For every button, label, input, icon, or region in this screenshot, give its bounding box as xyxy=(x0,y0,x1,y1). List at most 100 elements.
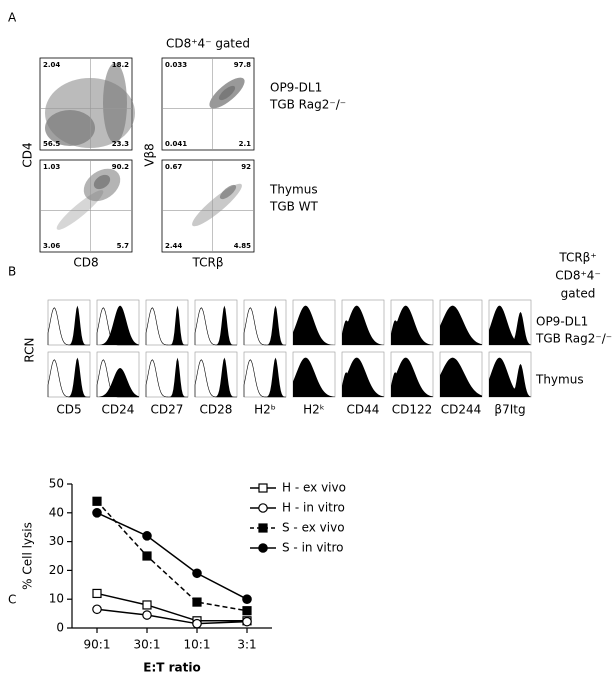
hist-frame xyxy=(194,351,238,398)
y-axis-label: % Cell lysis xyxy=(21,522,35,590)
marker-label: β7Itg xyxy=(494,403,525,417)
quadrant-value: 23.3 xyxy=(112,140,129,148)
gate-label: gated xyxy=(561,287,596,301)
row-label: Thymus xyxy=(269,183,318,197)
y-tick-label: 0 xyxy=(56,621,64,635)
quadrant-value: 2.1 xyxy=(239,140,252,148)
stained-histogram xyxy=(195,357,237,397)
legend-label: S - in vitro xyxy=(282,541,343,555)
data-point xyxy=(242,606,252,616)
data-point xyxy=(92,496,102,506)
histogram xyxy=(145,299,189,346)
panel-label: A xyxy=(8,11,17,25)
y-tick-label: 10 xyxy=(49,592,64,606)
histogram xyxy=(439,299,483,346)
y-tick-label: 20 xyxy=(49,563,64,577)
gate-label: CD8⁺4⁻ xyxy=(555,269,601,283)
quadrant-value: 97.8 xyxy=(234,61,251,69)
marker-label: CD24 xyxy=(102,403,135,417)
x-axis-label: E:T ratio xyxy=(143,661,200,675)
row-label: TGB Rag2⁻/⁻ xyxy=(535,332,612,346)
histogram xyxy=(243,351,287,398)
stained-histogram xyxy=(489,357,531,397)
data-point xyxy=(142,610,152,620)
y-tick-label: 50 xyxy=(49,477,64,491)
marker-label: H2ᵏ xyxy=(303,403,325,417)
histogram xyxy=(145,351,189,398)
row-label: OP9-DL1 xyxy=(270,81,322,95)
hist-frame xyxy=(145,299,189,346)
panel-label: C xyxy=(8,593,16,607)
marker-label: H2ᵇ xyxy=(254,403,276,417)
x-tick-label: 10:1 xyxy=(184,638,211,652)
histogram xyxy=(488,299,532,346)
cell-cloud xyxy=(103,63,127,143)
flow-plot: 0.033 97.8 0.041 2.1 xyxy=(161,57,255,151)
histogram xyxy=(390,351,434,398)
hist-frame xyxy=(47,299,91,346)
histogram xyxy=(194,299,238,346)
series-line xyxy=(96,500,248,612)
x-tick-label: 30:1 xyxy=(134,638,161,652)
quadrant-value: 2.44 xyxy=(165,242,182,250)
plot-frame xyxy=(161,159,255,253)
stained-histogram xyxy=(440,357,482,397)
histogram xyxy=(96,351,140,398)
stained-histogram xyxy=(391,357,433,397)
y-axis-label: CD4 xyxy=(21,142,35,167)
stained-histogram xyxy=(244,357,286,397)
data-point xyxy=(192,597,202,607)
x-tick-label: 3:1 xyxy=(237,638,256,652)
x-axis-label: TCRβ xyxy=(191,256,223,270)
series-line xyxy=(96,608,248,625)
quadrant-value: 0.67 xyxy=(165,163,182,171)
row-label: TGB WT xyxy=(269,200,319,214)
data-point xyxy=(92,507,102,518)
legend-label: H - ex vivo xyxy=(282,481,346,495)
quadrant-value: 18.2 xyxy=(112,61,129,69)
row-label: OP9-DL1 xyxy=(536,315,588,329)
cell-cloud xyxy=(218,85,236,101)
hist-frame xyxy=(47,351,91,398)
data-point xyxy=(242,594,252,604)
histogram xyxy=(194,351,238,398)
quadrant-value: 90.2 xyxy=(112,163,129,171)
histogram xyxy=(488,351,532,398)
stained-histogram xyxy=(48,305,90,345)
series-line xyxy=(96,512,248,600)
data-point xyxy=(192,618,202,629)
legend-marker xyxy=(258,523,268,533)
flow-plot: 2.04 18.2 56.5 23.3 xyxy=(39,57,135,151)
histogram xyxy=(292,299,336,346)
row-label: Thymus xyxy=(535,373,584,387)
stained-histogram xyxy=(97,368,139,397)
series-line xyxy=(96,592,247,622)
x-axis-label: CD8 xyxy=(73,256,98,270)
flow-plot: 1.03 90.2 3.06 5.7 xyxy=(39,159,133,253)
stained-histogram xyxy=(97,305,139,345)
y-axis-label: RCN xyxy=(23,337,37,362)
marker-label: CD27 xyxy=(151,403,184,417)
stained-histogram xyxy=(146,357,188,397)
row-label: TGB Rag2⁻/⁻ xyxy=(269,98,346,112)
quadrant-value: 0.041 xyxy=(165,140,187,148)
stained-histogram xyxy=(146,305,188,345)
stained-histogram xyxy=(489,305,531,345)
data-point xyxy=(142,600,152,610)
hist-frame xyxy=(194,299,238,346)
legend-marker xyxy=(258,543,268,553)
stained-histogram xyxy=(195,305,237,345)
histogram xyxy=(439,351,483,398)
legend-marker xyxy=(258,483,268,493)
marker-label: CD28 xyxy=(200,403,233,417)
histogram xyxy=(341,299,385,346)
gate-label: CD8⁺4⁻ gated xyxy=(166,37,250,51)
cell-cloud xyxy=(219,184,237,200)
plot-frame xyxy=(161,57,255,151)
data-point xyxy=(92,588,102,599)
stained-histogram xyxy=(293,305,335,345)
histogram xyxy=(47,351,91,398)
legend-label: H - in vitro xyxy=(282,501,345,515)
